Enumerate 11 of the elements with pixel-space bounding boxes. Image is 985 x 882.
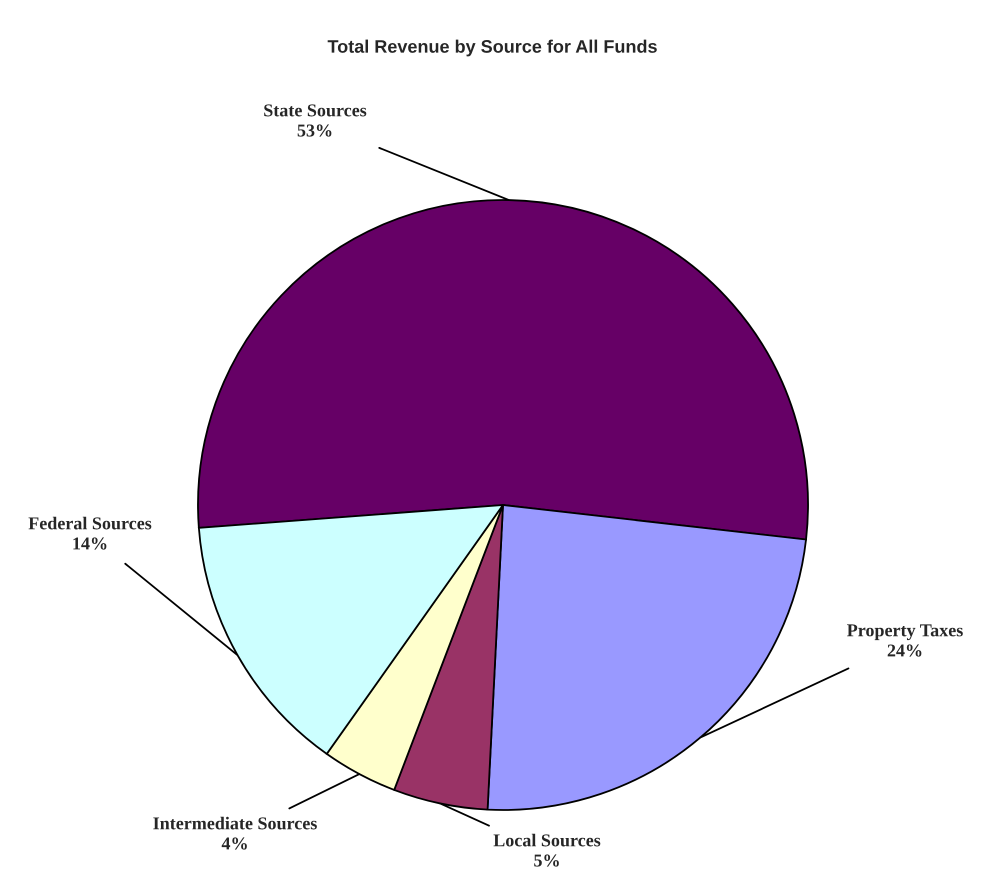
data-label: 5% bbox=[534, 854, 559, 867]
slice-label: State Sources bbox=[264, 104, 366, 116]
chart-title: Total Revenue by Source for All Funds bbox=[328, 40, 657, 56]
slice-label: Intermediate Sources bbox=[153, 816, 317, 830]
data-label: 24% bbox=[888, 644, 922, 657]
slice-label: Federal Sources bbox=[28, 516, 152, 530]
data-label: 14% bbox=[73, 537, 106, 550]
data-label: 4% bbox=[222, 837, 247, 850]
slice-label: Local Sources bbox=[494, 834, 600, 846]
data-label: 53% bbox=[298, 124, 332, 137]
slice-label: Property Taxes bbox=[847, 624, 963, 640]
